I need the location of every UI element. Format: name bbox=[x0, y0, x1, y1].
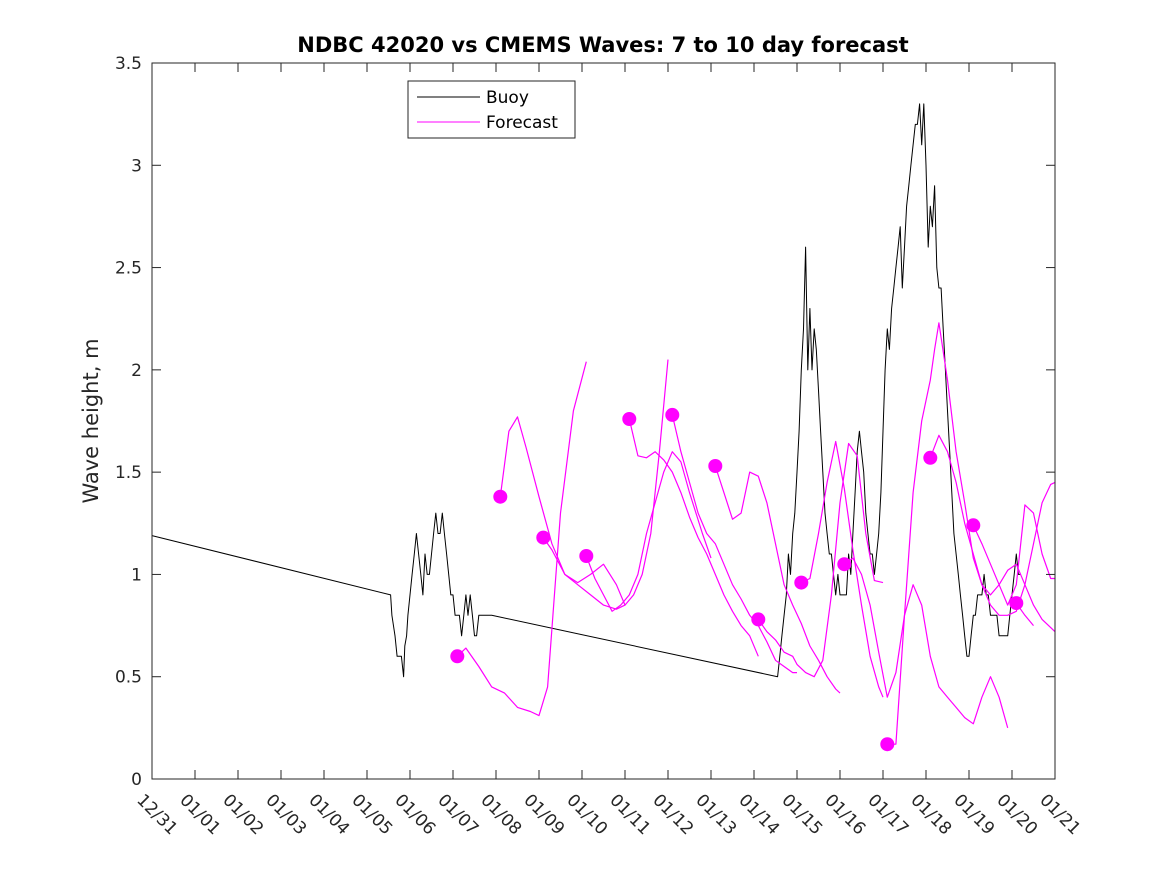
forecast-point bbox=[665, 407, 680, 422]
forecast-line-2 bbox=[499, 416, 626, 610]
chart-title: NDBC 42020 vs CMEMS Waves: 7 to 10 day f… bbox=[297, 33, 908, 57]
forecast-line-5 bbox=[628, 418, 759, 657]
y-tick-label: 0 bbox=[131, 770, 142, 790]
forecast-line-3 bbox=[542, 359, 669, 606]
forecast-point bbox=[622, 412, 637, 426]
forecast-point bbox=[1009, 596, 1024, 611]
forecast-point bbox=[536, 530, 551, 545]
series-layer bbox=[151, 103, 1056, 745]
forecast-point bbox=[837, 557, 852, 572]
legend: Buoy Forecast bbox=[407, 80, 576, 139]
forecast-line-1 bbox=[456, 361, 587, 717]
forecast-point bbox=[579, 549, 594, 563]
forecast-point bbox=[880, 737, 895, 752]
y-tick-label: 3.5 bbox=[115, 54, 142, 74]
forecast-point bbox=[966, 518, 981, 533]
forecast-point bbox=[493, 489, 508, 504]
buoy-line bbox=[151, 103, 1021, 678]
y-axis-label: Wave height, m bbox=[79, 338, 103, 503]
plot-area: 00.511.522.533.512/3101/0101/0201/0301/0… bbox=[115, 54, 1084, 839]
axes-frame bbox=[151, 62, 1056, 780]
forecast-point bbox=[450, 649, 465, 664]
y-tick-label: 1.5 bbox=[115, 463, 142, 483]
y-tick-label: 0.5 bbox=[115, 668, 142, 688]
points-layer bbox=[450, 407, 1024, 752]
forecast-line-8 bbox=[757, 442, 884, 678]
y-tick-label: 2.5 bbox=[115, 259, 142, 279]
forecast-point bbox=[751, 612, 766, 627]
forecast-point bbox=[794, 575, 809, 590]
forecast-point bbox=[923, 450, 938, 465]
forecast-line-9 bbox=[801, 440, 884, 698]
y-tick-label: 1 bbox=[131, 565, 142, 585]
forecast-line-13 bbox=[972, 504, 1055, 606]
forecast-line-12 bbox=[929, 434, 1056, 616]
forecast-line-6 bbox=[671, 414, 797, 674]
forecast-point bbox=[708, 459, 723, 473]
forecast-line-7 bbox=[714, 465, 841, 694]
forecast-line-4 bbox=[585, 451, 712, 612]
legend-buoy-label: Buoy bbox=[486, 88, 529, 108]
legend-forecast-label: Forecast bbox=[486, 113, 558, 133]
legend-box bbox=[407, 80, 576, 139]
y-tick-label: 2 bbox=[131, 361, 142, 381]
forecast-line-10 bbox=[843, 557, 1009, 729]
axes-background bbox=[152, 63, 1055, 779]
y-tick-label: 3 bbox=[131, 156, 142, 176]
